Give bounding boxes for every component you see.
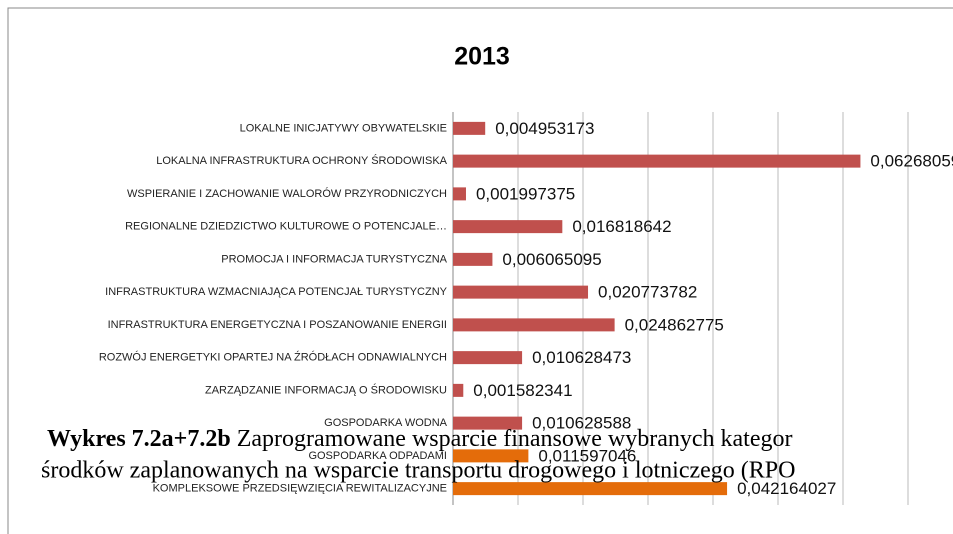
y-tick-label: INFRASTRUKTURA ENERGETYCZNA I POSZANOWAN… xyxy=(108,319,447,331)
y-tick-label: LOKALNA INFRASTRUKTURA OCHRONY ŚRODOWISK… xyxy=(156,154,447,167)
y-tick-label: PROMOCJA I INFORMACJA TURYSTYCZNA xyxy=(221,253,447,265)
y-tick-label: GOSPODARKA WODNA xyxy=(324,417,448,429)
caption: Wykres 7.2a+7.2b Zaprogramowane wsparcie… xyxy=(41,426,795,484)
value-label: 0,024862775 xyxy=(625,315,724,334)
value-label: 0,001997375 xyxy=(476,184,575,203)
bar xyxy=(453,285,589,299)
y-tick-label: KOMPLEKSOWE PRZEDSIĘWZIĘCIA REWITALIZACY… xyxy=(153,483,447,495)
x-tick-label: 3% xyxy=(637,531,659,534)
chart-border xyxy=(7,7,953,534)
bar xyxy=(453,121,486,135)
caption-text: Zaprogramowane wsparcie finansowe wybran… xyxy=(231,426,793,452)
caption-line: środków zaplanowanych na wsparcie transp… xyxy=(41,458,795,484)
bar xyxy=(453,154,861,168)
bar xyxy=(453,187,466,201)
y-tick-label: LOKALNE INICJATYWY OBYWATELSKIE xyxy=(240,122,447,134)
y-tick-label: ROZWÓJ ENERGETYKI OPARTEJ NA ŹRÓDŁACH OD… xyxy=(99,351,447,364)
bar xyxy=(453,252,493,266)
bar xyxy=(453,220,563,234)
x-tick-label: 6% xyxy=(832,531,854,534)
bar xyxy=(453,383,464,397)
value-label: 0,004953173 xyxy=(495,119,594,138)
value-label: 0,006065095 xyxy=(502,250,601,269)
bar xyxy=(453,449,529,463)
value-label: 0,001582341 xyxy=(473,381,572,400)
bar xyxy=(453,416,523,430)
bar xyxy=(453,351,523,365)
bar xyxy=(453,318,615,332)
value-label: 0,062680597 xyxy=(870,152,953,171)
y-tick-label: GOSPODARKA ODPADAMI xyxy=(308,450,447,462)
x-tick-label: 5% xyxy=(767,531,789,534)
caption-bold: Wykres 7.2a+7.2b xyxy=(47,426,231,452)
value-label: 0,042164027 xyxy=(737,479,836,498)
y-tick-label: INFRASTRUKTURA WZMACNIAJĄCA POTENCJAŁ TU… xyxy=(105,286,448,298)
value-label: 0,011597046 xyxy=(538,446,636,465)
bar xyxy=(453,482,728,496)
value-label: 0,020773782 xyxy=(598,283,697,302)
value-label: 0,016818642 xyxy=(572,217,671,236)
value-label: 0,010628473 xyxy=(532,348,631,367)
x-tick-label: 7% xyxy=(897,531,919,534)
y-tick-label: ZARZĄDZANIE INFORMACJĄ O ŚRODOWISKU xyxy=(205,383,447,396)
value-label: 0,010628588 xyxy=(532,414,631,433)
plot: 0% 1% 2% 3% 4% 5% 6% 7% LOKALNE INICJATYWY OBYWA… xyxy=(99,112,953,534)
x-tick-label: 4% xyxy=(702,531,724,534)
x-tick-label: 2% xyxy=(572,531,594,534)
chart-title: 2013 xyxy=(454,43,510,71)
x-tick-label: 1% xyxy=(507,531,529,534)
caption-line: Wykres 7.2a+7.2b Zaprogramowane wsparcie… xyxy=(47,426,792,452)
y-tick-label: REGIONALNE DZIEDZICTWO KULTUROWE O POTEN… xyxy=(125,221,447,233)
x-tick-label: 0% xyxy=(442,531,464,534)
y-tick-label: WSPIERANIE I ZACHOWANIE WALORÓW PRZYRODN… xyxy=(127,187,447,200)
